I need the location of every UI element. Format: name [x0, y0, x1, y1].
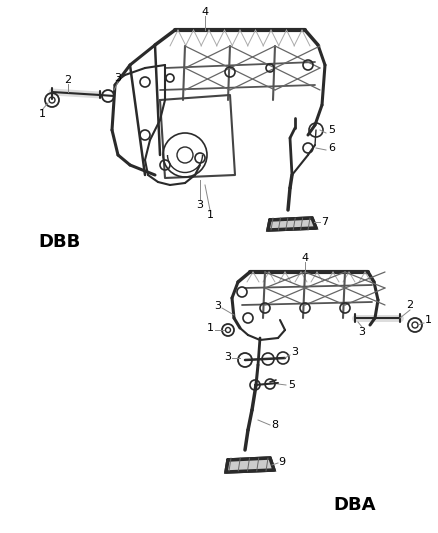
Polygon shape [268, 218, 316, 230]
Text: 9: 9 [279, 457, 286, 467]
Text: 2: 2 [406, 300, 413, 310]
Polygon shape [226, 458, 274, 472]
Text: 3: 3 [358, 327, 365, 337]
Text: 3: 3 [114, 73, 121, 83]
Text: DBA: DBA [334, 496, 376, 514]
Text: 1: 1 [39, 109, 46, 119]
Text: 3: 3 [225, 352, 232, 362]
Text: 1: 1 [206, 323, 213, 333]
Text: 5: 5 [289, 380, 296, 390]
Text: 3: 3 [292, 347, 299, 357]
Text: DBB: DBB [39, 233, 81, 251]
Text: 5: 5 [328, 125, 336, 135]
Text: 8: 8 [272, 420, 279, 430]
Text: 1: 1 [206, 210, 213, 220]
Text: 3: 3 [197, 200, 204, 210]
Text: 2: 2 [64, 75, 71, 85]
Text: 4: 4 [301, 253, 308, 263]
Text: 6: 6 [328, 143, 336, 153]
Text: 7: 7 [321, 217, 328, 227]
Text: 1: 1 [424, 315, 431, 325]
Text: 3: 3 [215, 301, 222, 311]
Text: 4: 4 [201, 7, 208, 17]
